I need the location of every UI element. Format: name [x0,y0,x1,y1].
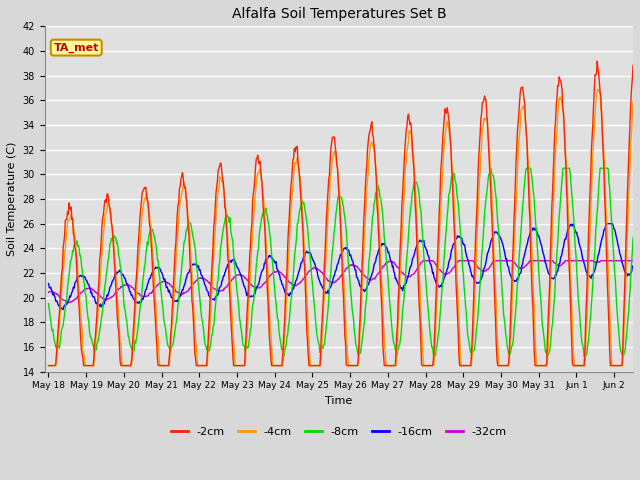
Title: Alfalfa Soil Temperatures Set B: Alfalfa Soil Temperatures Set B [232,7,446,21]
Legend: -2cm, -4cm, -8cm, -16cm, -32cm: -2cm, -4cm, -8cm, -16cm, -32cm [166,422,511,441]
Text: TA_met: TA_met [54,42,99,53]
X-axis label: Time: Time [325,396,353,406]
Y-axis label: Soil Temperature (C): Soil Temperature (C) [7,142,17,256]
